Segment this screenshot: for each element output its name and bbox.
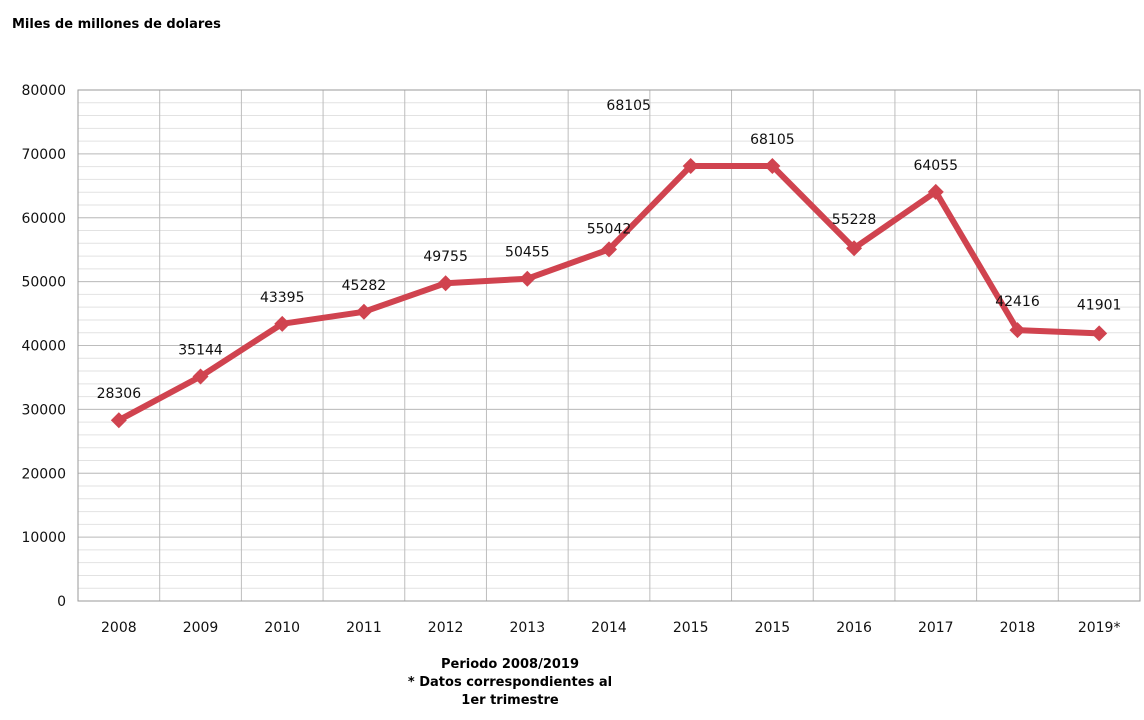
- data-point-marker: [437, 275, 454, 292]
- data-point-marker: [846, 240, 863, 257]
- data-label: 50455: [505, 245, 550, 261]
- y-tick-label: 10000: [21, 530, 66, 546]
- data-point-marker: [1091, 325, 1108, 342]
- x-tick-label: 2012: [428, 620, 464, 636]
- data-point-marker: [274, 315, 291, 332]
- y-tick-label: 50000: [21, 275, 66, 291]
- y-axis-ticks: 0 10000 20000 30000 40000 50000 60000 70000 8000…: [21, 83, 66, 610]
- y-tick-label: 60000: [21, 211, 66, 227]
- x-tick-label: 2016: [836, 620, 872, 636]
- data-label: 43395: [260, 290, 305, 306]
- data-label: 28306: [97, 386, 142, 402]
- x-tick-label: 2008: [101, 620, 137, 636]
- x-tick-label: 2009: [183, 620, 219, 636]
- footnote-line-1: Periodo 2008/2019: [440, 657, 580, 672]
- y-tick-label: 30000: [21, 402, 66, 418]
- data-point-marker: [764, 157, 781, 174]
- data-point-marker: [601, 241, 617, 258]
- series-markers: [110, 157, 1108, 429]
- data-label: 68105: [750, 132, 795, 148]
- line-chart: 0 10000 20000 30000 40000 50000 60000 70000 8000…: [21, 83, 1141, 636]
- x-tick-label: 2014: [591, 620, 627, 636]
- plot-frame: [77, 89, 1141, 602]
- x-tick-label: 2017: [918, 620, 954, 636]
- y-tick-label: 0: [57, 594, 66, 610]
- data-point-marker: [682, 157, 699, 174]
- x-tick-label: 2019*: [1078, 620, 1121, 636]
- x-axis-ticks: 2008 2009 2010 2011 2012 2013 2014 2015 2015 2016…: [101, 620, 1120, 636]
- x-tick-label: 2015: [673, 620, 709, 636]
- data-label: 68105: [606, 98, 651, 114]
- x-tick-label: 2013: [509, 620, 545, 636]
- data-point-marker: [355, 303, 372, 320]
- x-tick-label: 2018: [1000, 620, 1036, 636]
- x-tick-label: 2015: [755, 620, 791, 636]
- footnote: Periodo 2008/2019 * Datos correspondient…: [330, 656, 690, 710]
- data-label: 45282: [342, 278, 387, 294]
- data-point-marker: [1009, 322, 1026, 339]
- footnote-line-2: * Datos correspondientes al: [407, 675, 613, 690]
- y-tick-label: 70000: [21, 147, 66, 163]
- x-tick-label: 2010: [264, 620, 300, 636]
- x-tick-label: 2011: [346, 620, 382, 636]
- data-point-marker: [927, 183, 944, 200]
- y-tick-label: 40000: [21, 339, 66, 355]
- data-label: 55042: [587, 221, 632, 237]
- data-point-marker: [519, 270, 536, 287]
- data-label: 35144: [178, 343, 223, 359]
- unit-label: Miles de millones de dolares: [12, 17, 221, 32]
- data-label: 41901: [1077, 297, 1122, 313]
- data-point-marker: [192, 368, 209, 385]
- data-label: 55228: [832, 212, 877, 228]
- footnote-line-3: 1er trimestre: [461, 693, 559, 708]
- data-point-marker: [110, 412, 127, 429]
- y-tick-label: 80000: [21, 83, 66, 99]
- grid-lines: [77, 89, 1141, 602]
- data-label: 64055: [913, 158, 958, 174]
- data-labels: 28306 35144 43395 45282 49755 50455 55042 68105…: [97, 98, 1122, 402]
- data-label: 42416: [995, 294, 1040, 310]
- y-tick-label: 20000: [21, 466, 66, 482]
- data-label: 49755: [423, 249, 468, 265]
